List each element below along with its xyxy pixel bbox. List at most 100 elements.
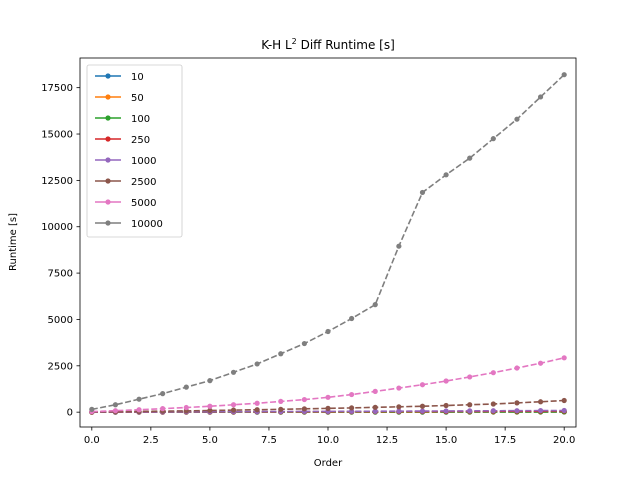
legend-swatch-marker — [105, 115, 111, 121]
data-point-5000 — [183, 404, 189, 411]
legend-swatch-marker — [105, 157, 111, 163]
data-point-5000 — [160, 406, 166, 412]
legend-item-5000: 5000 — [95, 198, 156, 209]
data-point-2500 — [372, 404, 378, 410]
legend-label: 5000 — [131, 198, 156, 209]
data-point-10000 — [325, 328, 331, 335]
data-point-1000 — [490, 408, 496, 414]
data-point-2500 — [537, 399, 544, 405]
series-line-2500 — [91, 399, 565, 413]
legend: 10 50 100 250 1000 2500 5000 10000 — [86, 64, 183, 238]
data-point-5000 — [230, 402, 237, 408]
x-tick-label: 5.0 — [202, 435, 218, 446]
legend-item-10000: 10000 — [95, 219, 163, 230]
data-point-10000 — [301, 340, 307, 347]
data-point-10000 — [443, 172, 449, 178]
data-point-10000 — [207, 378, 213, 384]
series-line-1000 — [91, 409, 565, 413]
chart-title: K-H L2 Diff Runtime [s] — [261, 37, 395, 52]
y-axis-ticks: 0 2500 5000 7500 10000 12500 15000 17500 — [41, 83, 80, 419]
data-point-5000 — [514, 365, 520, 371]
data-point-5000 — [325, 394, 331, 400]
data-point-2500 — [443, 402, 449, 409]
x-tick-label: 17.5 — [494, 435, 516, 446]
data-point-5000 — [443, 378, 449, 384]
series-10000 — [89, 72, 567, 412]
data-point-10000 — [136, 396, 142, 402]
x-tick-label: 20.0 — [553, 435, 575, 446]
data-point-2500 — [349, 405, 355, 411]
data-point-2500 — [467, 402, 473, 408]
plot-frame — [79, 57, 577, 428]
x-tick-label: 12.5 — [376, 435, 398, 446]
data-point-5000 — [349, 391, 355, 398]
legend-swatch-marker — [105, 94, 111, 100]
data-point-5000 — [301, 396, 307, 403]
data-point-2500 — [396, 404, 402, 410]
data-point-10000 — [372, 302, 378, 308]
x-axis-ticks: 0.0 2.5 5.0 7.5 10.0 12.5 15.0 17.5 20.0 — [84, 427, 575, 446]
data-point-1000 — [514, 408, 520, 414]
legend-swatch-marker — [105, 199, 111, 205]
legend-swatch-marker — [105, 178, 111, 184]
data-point-1000 — [443, 408, 449, 414]
y-tick-label: 12500 — [41, 176, 73, 187]
data-point-2500 — [514, 400, 520, 406]
legend-item-50: 50 — [95, 93, 144, 104]
legend-label: 1000 — [131, 156, 156, 167]
data-point-5000 — [372, 388, 378, 394]
y-tick-label: 10000 — [41, 222, 73, 233]
legend-item-10: 10 — [95, 72, 144, 83]
data-point-2500 — [254, 407, 260, 413]
data-point-10000 — [514, 116, 520, 122]
data-point-5000 — [396, 385, 402, 391]
legend-swatch-marker — [105, 136, 111, 142]
data-point-10000 — [230, 369, 237, 375]
data-point-10000 — [112, 402, 119, 408]
chart-title-main: K-H L — [261, 38, 292, 52]
legend-item-100: 100 — [95, 114, 150, 125]
data-point-10000 — [490, 136, 496, 142]
data-point-10000 — [160, 391, 166, 397]
data-point-5000 — [254, 400, 260, 406]
data-point-10000 — [349, 315, 355, 322]
x-axis-label: Order — [314, 458, 343, 469]
y-tick-label: 2500 — [48, 361, 73, 372]
data-point-10000 — [278, 351, 284, 357]
legend-item-2500: 2500 — [95, 177, 156, 188]
data-point-2500 — [325, 405, 331, 411]
legend-items: 10 50 100 250 1000 2500 5000 10000 — [95, 72, 163, 230]
data-point-10000 — [89, 406, 95, 412]
legend-label: 10 — [131, 72, 144, 83]
y-tick-label: 15000 — [41, 130, 73, 141]
data-point-2500 — [207, 407, 213, 414]
data-point-10000 — [537, 94, 544, 100]
legend-label: 100 — [131, 114, 150, 125]
y-tick-label: 17500 — [41, 83, 73, 94]
legend-swatch-marker — [105, 73, 111, 79]
data-point-1000 — [467, 408, 473, 414]
legend-label: 2500 — [131, 177, 156, 188]
chart-title-superscript: 2 — [292, 37, 297, 46]
x-tick-label: 15.0 — [435, 435, 457, 446]
legend-item-250: 250 — [95, 135, 150, 146]
legend-swatch-marker — [105, 220, 111, 226]
data-point-5000 — [278, 398, 284, 405]
legend-label: 50 — [131, 93, 144, 104]
data-point-5000 — [467, 374, 473, 380]
data-point-2500 — [419, 403, 426, 409]
legend-label: 10000 — [131, 219, 163, 230]
legend-label: 250 — [131, 135, 150, 146]
y-tick-label: 7500 — [48, 269, 73, 280]
plot-area — [89, 72, 567, 415]
data-point-10000 — [183, 384, 189, 390]
series-layer — [89, 72, 567, 415]
y-tick-label: 0 — [67, 408, 73, 419]
data-point-5000 — [136, 407, 142, 413]
x-tick-label: 2.5 — [143, 435, 159, 446]
x-tick-label: 10.0 — [317, 435, 339, 446]
x-tick-label: 0.0 — [84, 435, 100, 446]
data-point-1000 — [537, 407, 544, 414]
data-point-1000 — [396, 408, 402, 414]
